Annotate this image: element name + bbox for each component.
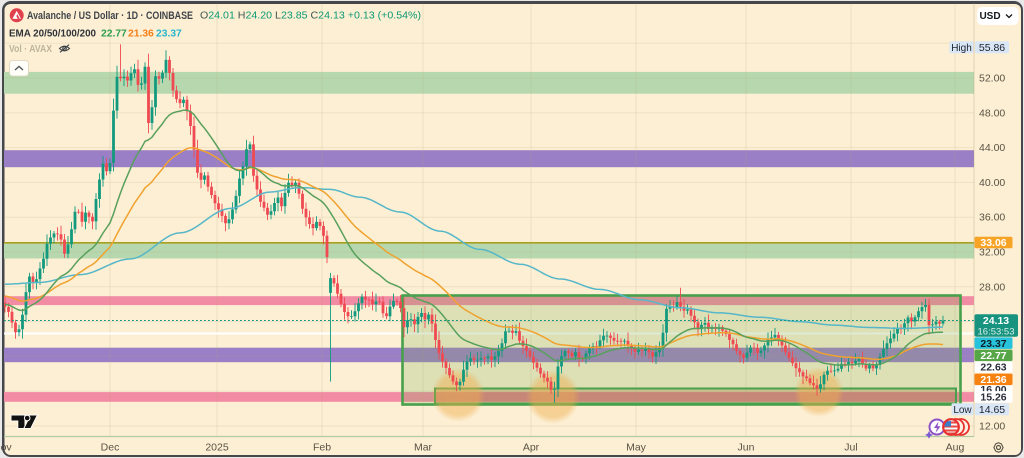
svg-text:High: High [951,43,972,54]
svg-text:22.63: 22.63 [980,362,1006,374]
svg-text:Aug: Aug [946,442,965,454]
svg-text:32.00: 32.00 [979,247,1005,259]
svg-text:21.36: 21.36 [128,29,154,40]
svg-text:36.00: 36.00 [979,212,1005,224]
svg-text:23.37: 23.37 [980,338,1006,350]
svg-text:52.00: 52.00 [979,73,1005,85]
svg-text:Avalanche / US Dollar · 1D · C: Avalanche / US Dollar · 1D · COINBASE [27,10,193,22]
svg-text:Apr: Apr [523,442,540,454]
svg-text:Jul: Jul [844,442,857,454]
svg-text:55.86: 55.86 [979,42,1005,54]
svg-text:Low: Low [953,405,972,416]
svg-text:EMA 20/50/100/200: EMA 20/50/100/200 [9,29,96,40]
svg-text:23.37: 23.37 [156,29,182,40]
svg-text:33.06: 33.06 [980,237,1006,249]
svg-text:O24.01 H24.20 L23.85 C24.13 +0: O24.01 H24.20 L23.85 C24.13 +0.13 (+0.54… [200,11,421,22]
svg-text:48.00: 48.00 [979,107,1005,119]
svg-text:Feb: Feb [313,442,331,454]
svg-text:22.77: 22.77 [101,29,127,40]
svg-text:USD: USD [979,11,1000,22]
svg-text:Mar: Mar [414,442,433,454]
svg-text:14.65: 14.65 [979,404,1005,416]
svg-text:40.00: 40.00 [979,177,1005,189]
svg-text:24.13: 24.13 [983,315,1009,327]
svg-text:May: May [626,442,647,454]
svg-text:2025: 2025 [205,442,229,454]
svg-text:44.00: 44.00 [979,142,1005,154]
svg-text:15.26: 15.26 [980,391,1006,403]
svg-text:28.00: 28.00 [979,281,1005,293]
svg-text:22.77: 22.77 [980,350,1006,362]
svg-text:16:53:53: 16:53:53 [978,327,1015,338]
svg-text:12.00: 12.00 [979,421,1005,433]
svg-text:21.36: 21.36 [980,374,1006,386]
svg-text:Vol · AVAX: Vol · AVAX [9,44,52,55]
svg-text:Dec: Dec [101,442,120,454]
svg-text:Jun: Jun [738,442,755,454]
svg-text:Nov: Nov [0,442,12,454]
